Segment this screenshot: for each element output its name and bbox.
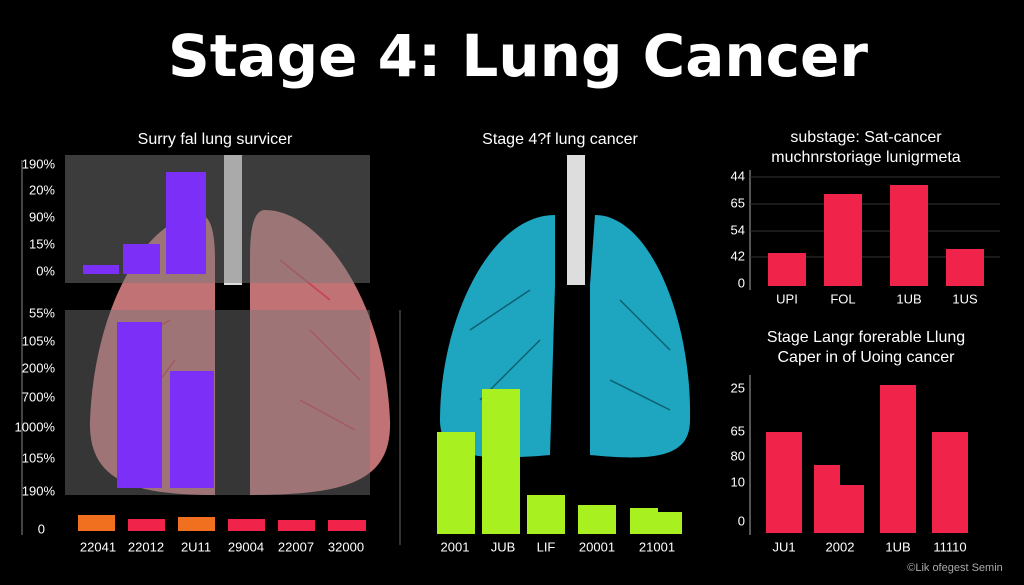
y-tick-label: 65: [731, 195, 745, 210]
x-tick-label: JUB: [491, 539, 516, 554]
bar: [278, 520, 315, 531]
x-tick-label: UPI: [776, 291, 798, 306]
bar: [228, 519, 265, 531]
trachea: [567, 155, 585, 285]
y-tick-label: 42: [731, 248, 745, 263]
bar: [932, 432, 968, 533]
x-tick-label: FOL: [830, 291, 855, 306]
x-tick-label: 22007: [278, 539, 314, 554]
bar: [766, 432, 802, 533]
x-tick-label: 21001: [639, 539, 675, 554]
box-bottom: [65, 310, 370, 495]
bar: [128, 519, 165, 531]
bar: [527, 495, 565, 534]
panel-title: Caper in of Uoing cancer: [778, 349, 956, 366]
y-tick-label: 0: [38, 521, 45, 536]
panel-title: substage: Sat-cancer: [790, 129, 942, 146]
y-tick-label: 0: [738, 513, 745, 528]
x-tick-label: 2001: [441, 539, 470, 554]
bar: [946, 249, 984, 286]
x-tick-label: 2002: [826, 539, 855, 554]
y-tick-label: 65: [731, 423, 745, 438]
panel-title: Surry fal lung survicer: [138, 131, 293, 148]
bar: [578, 505, 616, 534]
y-tick-label: 200%: [22, 360, 56, 375]
x-tick-label: 1US: [952, 291, 978, 306]
bar: [123, 244, 160, 274]
bar: [890, 185, 928, 286]
box-top: [65, 155, 370, 283]
bar: [814, 465, 840, 533]
page-title: Stage 4: Lung Cancer: [168, 22, 868, 90]
bar: [840, 485, 864, 533]
bar: [880, 385, 916, 533]
y-tick-label: 105%: [22, 450, 56, 465]
bar: [768, 253, 806, 286]
middle-panel: [437, 155, 691, 534]
lung-right: [590, 215, 691, 458]
bar: [328, 520, 366, 531]
y-tick-label: 20%: [29, 182, 55, 197]
y-tick-label: 90%: [29, 209, 55, 224]
bar: [170, 371, 214, 488]
bar: [166, 172, 206, 274]
y-tick-label: 0%: [36, 263, 55, 278]
x-tick-label: 32000: [328, 539, 364, 554]
x-tick-label: 1UB: [896, 291, 921, 306]
left-panel: [21, 155, 401, 545]
x-tick-label: LIF: [537, 539, 556, 554]
x-tick-label: 22012: [128, 539, 164, 554]
y-tick-label: 10: [731, 474, 745, 489]
y-tick-label: 25: [731, 380, 745, 395]
y-tick-label: 15%: [29, 236, 55, 251]
credit: ©Lik ofegest Semin: [907, 562, 1003, 574]
bar: [117, 322, 162, 488]
y-tick-label: 80: [731, 448, 745, 463]
right-panels: [749, 170, 1000, 535]
vessels: [469, 289, 671, 411]
bar: [630, 508, 658, 534]
y-tick-label: 700%: [22, 389, 56, 404]
y-tick-label: 0: [738, 275, 745, 290]
panel-title: Stage Langr forerable Llung: [767, 329, 965, 346]
y-tick-label: 1000%: [15, 419, 56, 434]
x-tick-label: 2U11: [181, 539, 211, 554]
y-tick-label: 55%: [29, 305, 55, 320]
panel-title: muchnrstoriage lunigrmeta: [771, 149, 961, 166]
x-tick-label: 1UB: [885, 539, 910, 554]
bar: [178, 517, 215, 531]
y-tick-label: 44: [731, 168, 745, 183]
bar: [658, 512, 682, 534]
x-tick-label: 11110: [933, 539, 966, 554]
bar: [824, 194, 862, 286]
y-tick-label: 105%: [22, 333, 56, 348]
bar: [83, 265, 119, 274]
y-tick-label: 190%: [22, 156, 56, 171]
x-tick-label: JU1: [772, 539, 795, 554]
bar: [482, 389, 520, 534]
panel-title: Stage 4?f lung cancer: [482, 131, 638, 148]
bar: [78, 515, 115, 531]
x-tick-label: 22041: [80, 539, 116, 554]
lung-left: [440, 215, 555, 458]
bar: [437, 432, 475, 534]
x-tick-label: 20001: [579, 539, 615, 554]
y-tick-label: 54: [731, 222, 745, 237]
x-tick-label: 29004: [228, 539, 264, 554]
y-tick-label: 190%: [22, 483, 56, 498]
